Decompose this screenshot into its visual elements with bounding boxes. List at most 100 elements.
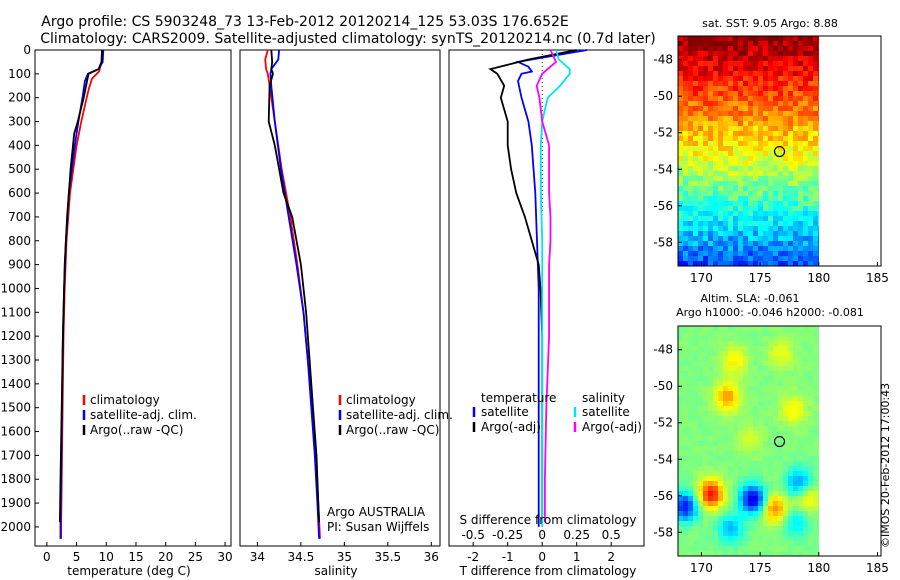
sla-cell (738, 406, 743, 411)
sst-cell (788, 121, 793, 126)
sst-cell (703, 176, 708, 181)
sst-cell (798, 156, 803, 161)
sla-cell (683, 351, 688, 356)
sla-cell (728, 526, 733, 531)
sst-cell (783, 71, 788, 76)
sla-cell (703, 356, 708, 361)
sla-cell (813, 436, 818, 441)
sst-cell (818, 226, 819, 231)
sst-cell (803, 111, 808, 116)
sst-cell (703, 96, 708, 101)
lon-tick-label: 175 (749, 561, 772, 575)
sst-cell (728, 151, 733, 156)
sst-cell (798, 136, 803, 141)
sst-cell (678, 91, 683, 96)
sla-cell (743, 346, 748, 351)
sst-cell (698, 116, 703, 121)
sst-cell (783, 196, 788, 201)
sla-cell (803, 471, 808, 476)
sst-cell (783, 36, 788, 41)
sla-cell (773, 481, 778, 486)
sla-cell (778, 441, 783, 446)
sst-cell (758, 136, 763, 141)
sst-cell (773, 251, 778, 256)
sst-cell (708, 171, 713, 176)
sst-cell (758, 141, 763, 146)
sla-cell (813, 476, 818, 481)
sla-cell (728, 501, 733, 506)
sst-cell (778, 51, 783, 56)
sla-cell (678, 466, 683, 471)
sst-cell (783, 236, 788, 241)
sst-cell (798, 81, 803, 86)
sst-cell (788, 246, 793, 251)
sla-cell (708, 486, 713, 491)
temperature-tick-label: 0 (43, 550, 51, 564)
sst-cell (728, 176, 733, 181)
sst-cell (783, 156, 788, 161)
sla-cell (738, 396, 743, 401)
sst-cell (768, 256, 773, 261)
sla-cell (688, 536, 693, 541)
sla-cell (793, 431, 798, 436)
sst-cell (693, 36, 698, 41)
sst-cell (803, 151, 808, 156)
sst-cell (773, 196, 778, 201)
sla-cell (713, 496, 718, 501)
sst-cell (783, 96, 788, 101)
sst-cell (783, 161, 788, 166)
sst-cell (683, 181, 688, 186)
temperature-tick-label: 30 (217, 550, 232, 564)
sla-cell (803, 476, 808, 481)
legend-argo: Argo(..raw -QC) (346, 423, 439, 437)
sla-cell (678, 361, 683, 366)
sla-cell (783, 471, 788, 476)
sla-cell (748, 521, 753, 526)
sst-cell (738, 141, 743, 146)
sla-cell (703, 376, 708, 381)
sst-cell (773, 241, 778, 246)
sst-cell (773, 186, 778, 191)
sst-cell (748, 76, 753, 81)
sst-cell (708, 236, 713, 241)
sst-cell (788, 221, 793, 226)
sst-cell (758, 91, 763, 96)
sst-cell (813, 241, 818, 246)
sst-cell (798, 181, 803, 186)
sst-cell (713, 241, 718, 246)
sst-cell (698, 236, 703, 241)
sst-cell (808, 166, 813, 171)
sst-cell (753, 36, 758, 41)
sst-cell (803, 71, 808, 76)
sst-cell (753, 161, 758, 166)
sst-cell (738, 111, 743, 116)
sla-cell (813, 511, 818, 516)
sla-cell (768, 466, 773, 471)
sst-cell (723, 231, 728, 236)
sst-cell (683, 86, 688, 91)
sla-cell (733, 351, 738, 356)
sst-cell (693, 131, 698, 136)
sst-cell (708, 241, 713, 246)
sst-cell (808, 131, 813, 136)
sla-cell (678, 336, 683, 341)
lon-tick-label: 180 (807, 561, 830, 575)
sla-cell (688, 346, 693, 351)
difference-panel: -2 -1 0 1 2 -0.5 -0.25 0 0.25 0.5 S difference f… (448, 49, 645, 578)
sla-cell (773, 531, 778, 536)
sst-cell (723, 66, 728, 71)
sst-cell (713, 96, 718, 101)
sst-cell (718, 246, 723, 251)
sla-cell (818, 326, 819, 331)
sst-cell (683, 91, 688, 96)
sst-cell (743, 161, 748, 166)
sla-cell (753, 431, 758, 436)
sla-cell (798, 456, 803, 461)
sst-cell (788, 161, 793, 166)
sla-cell (688, 471, 693, 476)
sla-cell (718, 416, 723, 421)
sla-cell (738, 516, 743, 521)
sla-cell (808, 471, 813, 476)
sla-cell (683, 496, 688, 501)
sla-cell (728, 471, 733, 476)
